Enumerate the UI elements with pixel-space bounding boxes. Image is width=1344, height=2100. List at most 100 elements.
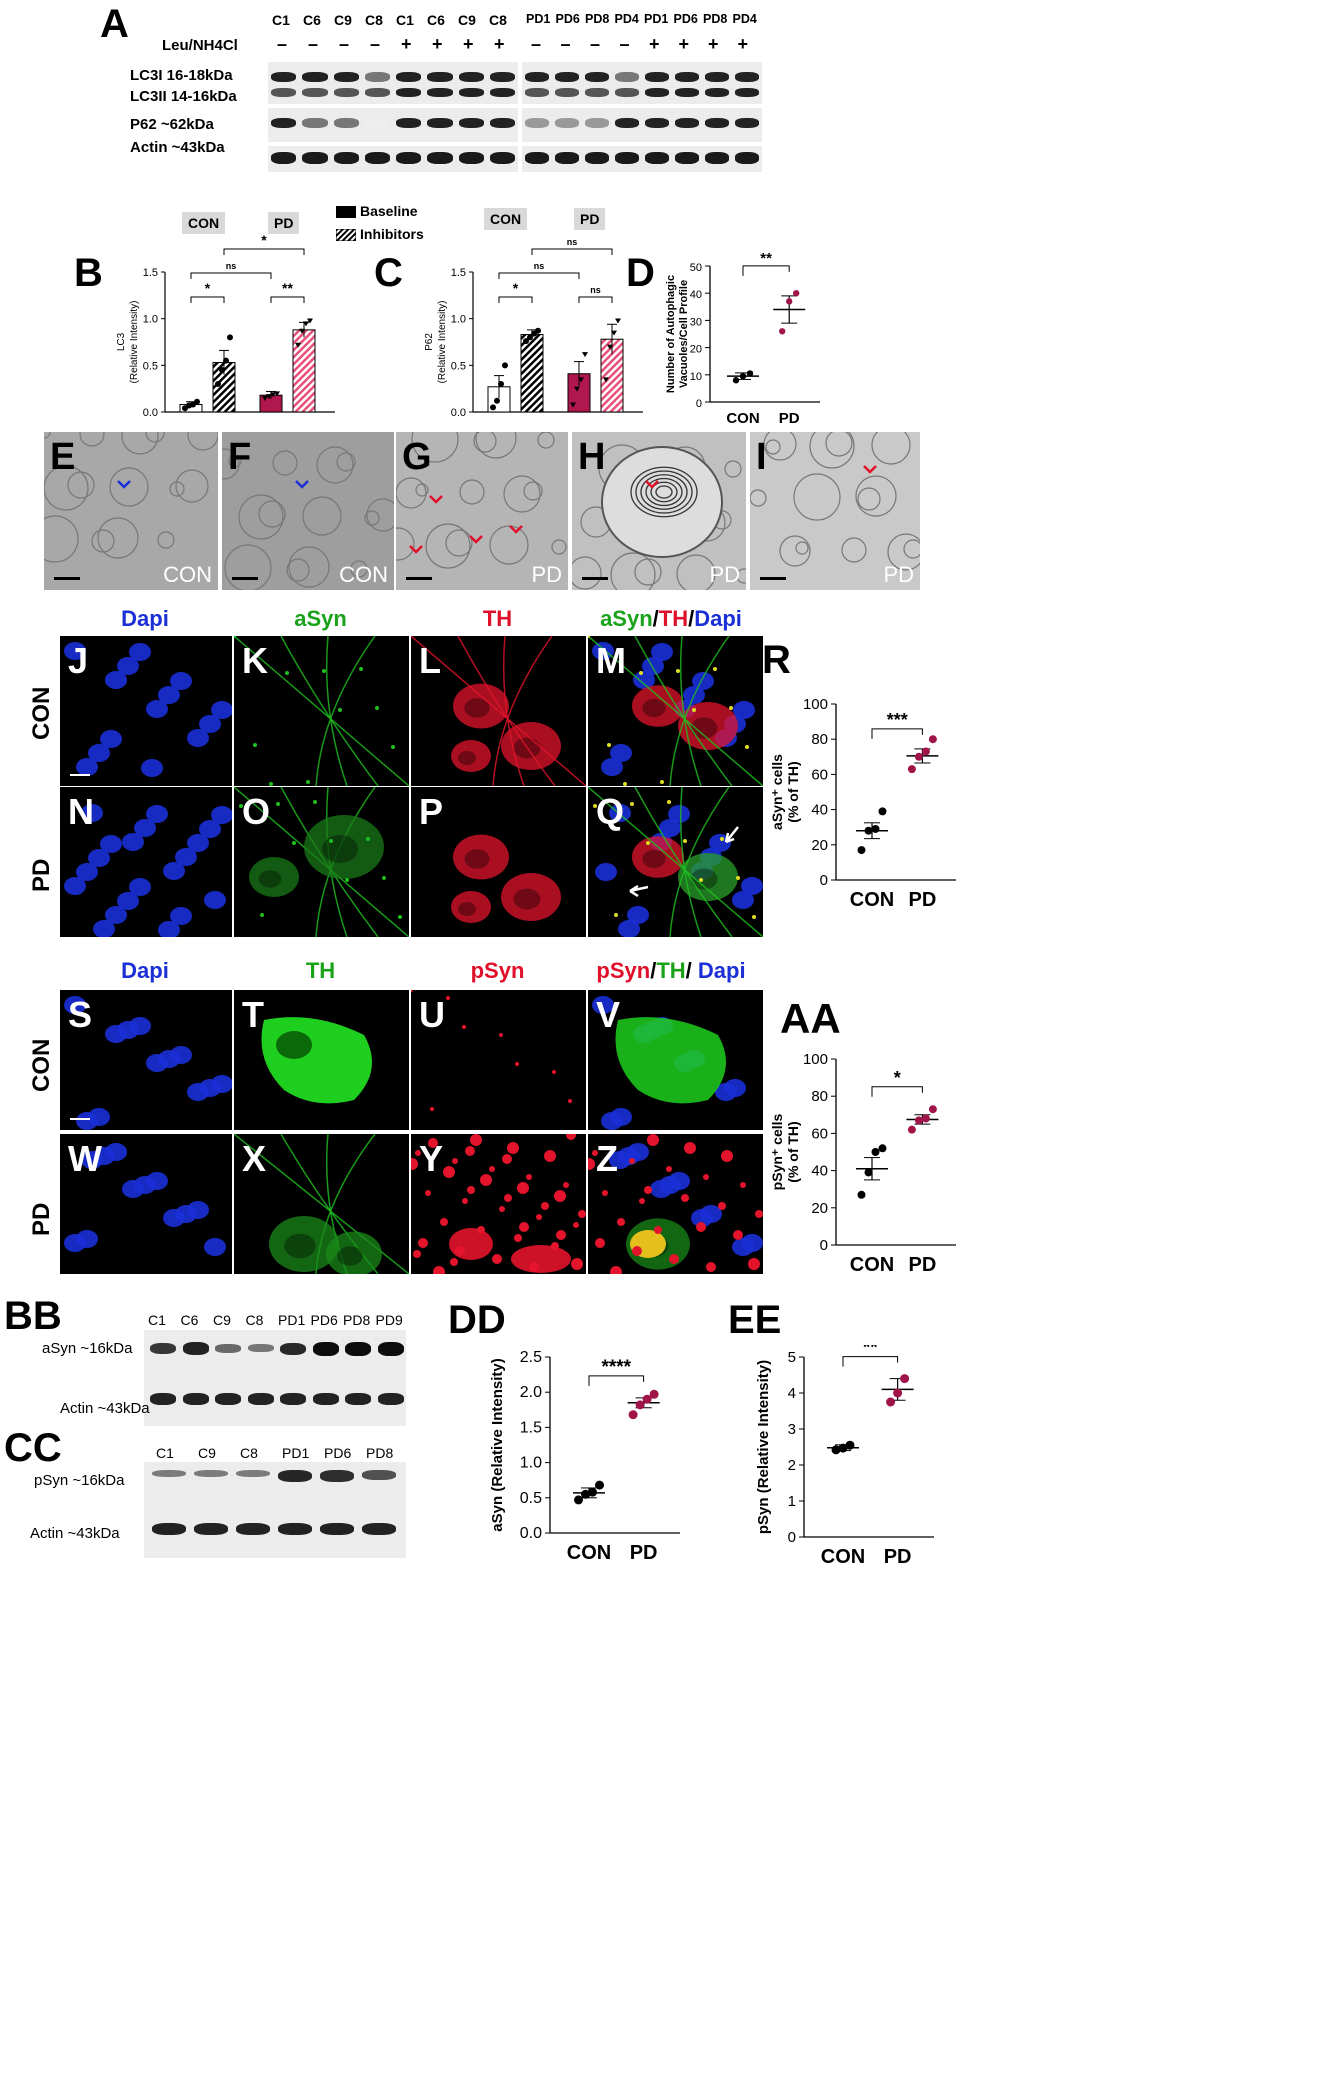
em-vesicle	[316, 446, 354, 484]
puncta	[718, 1202, 726, 1210]
y-tick-label: 40	[811, 802, 828, 819]
data-point	[914, 1116, 923, 1125]
y-axis-label-line: P62	[424, 333, 435, 351]
cell-body	[304, 815, 384, 879]
data-point	[574, 1495, 583, 1505]
puncta	[260, 913, 264, 917]
cell-body	[678, 702, 738, 750]
data-point	[607, 344, 613, 350]
y-axis-label: aSyn⁺ cells(% of TH)	[769, 754, 801, 830]
band-lc3ii	[615, 88, 639, 97]
y-tick-label: 20	[811, 1200, 828, 1217]
puncta	[306, 780, 310, 784]
puncta	[571, 1258, 583, 1270]
y-axis-label-line: (Relative Intensity)	[129, 301, 140, 384]
em-vesicle	[676, 554, 716, 590]
em-vesicle	[523, 481, 543, 501]
em-arrow	[295, 480, 309, 489]
lane-label: C6	[427, 12, 445, 28]
em-vesicle	[272, 450, 298, 476]
nucleus	[100, 835, 122, 853]
y-axis-label: aSyn (Relative Intensity)	[489, 1358, 506, 1531]
band-p62	[525, 118, 549, 128]
significance-label: ****	[602, 1357, 632, 1378]
th-cell	[615, 1017, 726, 1104]
em-texture	[396, 432, 567, 569]
panel-label-b: B	[74, 251, 103, 295]
fluor-image: X	[234, 1134, 409, 1274]
em-vesicle	[175, 469, 209, 503]
data-point	[215, 381, 221, 387]
puncta	[507, 1142, 519, 1154]
panel-label-s: S	[68, 994, 93, 1035]
psyn-aggregate	[511, 1245, 571, 1273]
significance-bracket	[190, 296, 225, 303]
cell-body	[453, 683, 509, 729]
puncta	[517, 1182, 529, 1194]
em-vesicle	[169, 481, 185, 497]
puncta	[647, 1134, 659, 1146]
band-actin	[364, 152, 390, 164]
puncta	[430, 1107, 434, 1111]
x-tick-label: PD	[909, 889, 937, 911]
puncta	[644, 1186, 652, 1194]
puncta	[499, 1033, 503, 1037]
data-point	[878, 807, 887, 816]
nucleus	[187, 834, 209, 852]
puncta	[666, 1166, 672, 1172]
y-tick-label: 0.5	[520, 1490, 542, 1507]
y-tick-label: 4	[788, 1385, 796, 1402]
data-point	[227, 334, 233, 341]
cell-nucleus	[690, 868, 718, 890]
band-p62	[735, 118, 759, 128]
lane-label: C9	[213, 1312, 231, 1328]
em-vesicle	[222, 448, 240, 480]
puncta	[610, 1266, 622, 1274]
y-tick-label: 3	[788, 1421, 796, 1438]
nucleus	[627, 906, 649, 924]
em-vesicle	[187, 432, 218, 451]
puncta	[411, 1158, 418, 1170]
data-point	[299, 328, 305, 334]
nucleus	[141, 759, 163, 777]
cell-nucleus	[458, 902, 476, 916]
significance-bracket	[871, 1086, 923, 1097]
scale-bar	[760, 577, 786, 580]
em-vesicle	[809, 432, 855, 469]
band-asyn	[182, 1342, 209, 1356]
band-actin	[320, 1523, 354, 1535]
nucleus	[601, 758, 623, 776]
nucleus	[595, 863, 617, 881]
puncta	[440, 1218, 448, 1226]
band-asyn	[280, 1342, 306, 1355]
band-lc3i	[585, 72, 609, 82]
y-tick-label: 1.0	[520, 1455, 542, 1472]
panel-label-dd: DD	[448, 1298, 506, 1342]
puncta	[740, 1182, 746, 1188]
nucleus	[610, 1108, 632, 1126]
em-texture	[44, 432, 218, 563]
puncta	[578, 1210, 586, 1218]
neurite	[325, 636, 348, 786]
data-point	[838, 1443, 848, 1453]
nucleus	[105, 671, 127, 689]
band-lc3i	[705, 72, 729, 82]
data-point	[928, 735, 937, 744]
data-point	[490, 404, 496, 411]
em-arrow	[409, 545, 423, 554]
em-vesicle	[857, 487, 881, 511]
y-axis-label: LC3 (Relative Intensity)	[116, 301, 140, 384]
y-axis-label: pSyn⁺ cells(% of TH)	[769, 1113, 801, 1190]
data-point	[581, 1489, 590, 1499]
fluor-image: S	[60, 990, 232, 1130]
data-point	[603, 377, 609, 383]
col-header-dapi-1: Dapi	[121, 606, 169, 631]
fluor-content	[234, 636, 409, 786]
band-lc3ii	[458, 88, 484, 97]
y-tick-label: 30	[690, 316, 702, 328]
puncta	[703, 1174, 709, 1180]
arrow	[629, 884, 649, 898]
nucleus	[146, 700, 168, 718]
lane-label: PD1	[282, 1445, 310, 1461]
cell-body	[501, 873, 561, 921]
